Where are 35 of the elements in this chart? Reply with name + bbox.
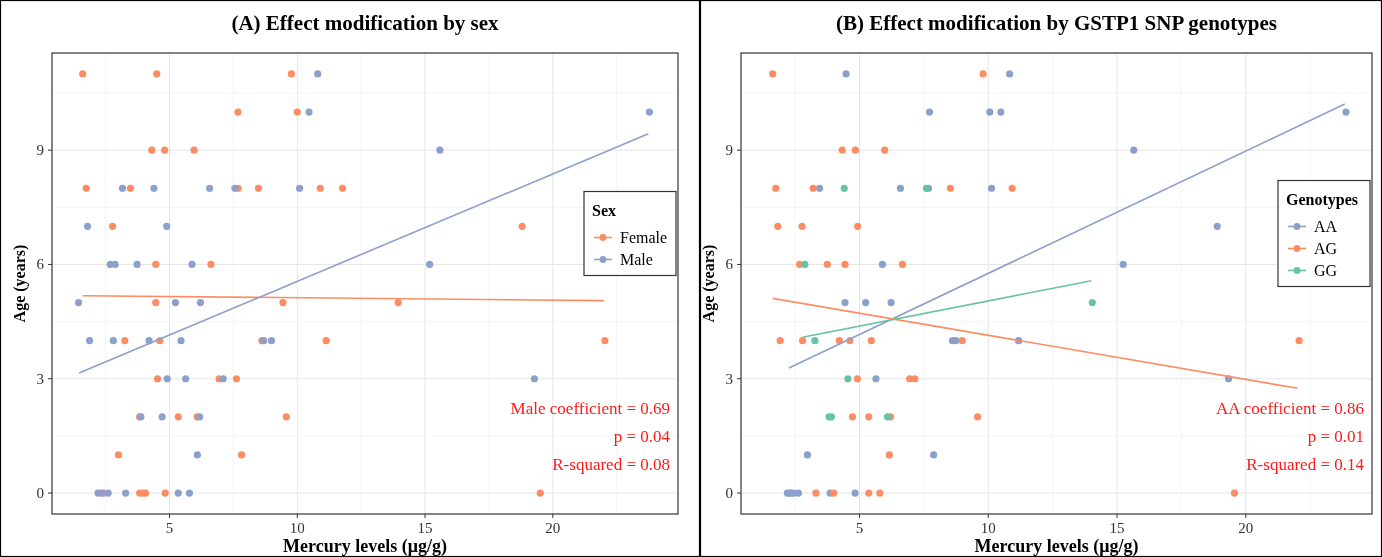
y-tick-label: 3 (36, 370, 44, 387)
annotation: R-squared = 0.08 (552, 455, 670, 474)
y-tick-label: 3 (725, 370, 733, 387)
x-axis-title: Mercury levels (μg/g) (283, 536, 447, 557)
y-tick-label: 9 (725, 142, 733, 159)
x-tick-label: 20 (1238, 520, 1254, 536)
x-tick-label: 15 (417, 520, 433, 536)
annotation: p = 0.01 (1307, 427, 1364, 446)
legend-label: Male (620, 250, 653, 268)
chart-title: (B) Effect modification by GSTP1 SNP genotypes (836, 11, 1277, 35)
y-tick-label: 0 (725, 485, 733, 502)
x-tick-label: 20 (545, 520, 561, 536)
annotation: p = 0.04 (613, 427, 671, 446)
y-tick-label: 6 (725, 256, 734, 273)
legend-label: Female (620, 228, 668, 246)
y-axis-title: Age (years) (11, 244, 29, 323)
annotation: AA coefficient = 0.86 (1215, 399, 1364, 418)
x-axis-title: Mercury levels (μg/g) (974, 536, 1139, 557)
y-axis-title: Age (years) (700, 244, 718, 323)
y-tick-label: 0 (36, 485, 44, 502)
x-tick-label: 5 (165, 520, 174, 536)
y-tick-label: 6 (36, 256, 45, 273)
annotation: R-squared = 0.14 (1246, 455, 1365, 474)
x-tick-label: 5 (855, 520, 864, 536)
annotation: Male coefficient = 0.69 (510, 399, 670, 418)
legend-label: AA (1314, 217, 1338, 235)
chart-title: (A) Effect modification by sex (231, 11, 500, 35)
x-tick-label: 10 (289, 520, 305, 536)
legend-label: AG (1314, 239, 1338, 257)
x-tick-label: 15 (1109, 520, 1125, 536)
legend-title: Sex (592, 201, 616, 219)
x-tick-label: 10 (980, 520, 996, 536)
y-tick-label: 9 (36, 142, 44, 159)
legend-label: GG (1314, 261, 1338, 279)
legend-title: Genotypes (1286, 190, 1358, 209)
